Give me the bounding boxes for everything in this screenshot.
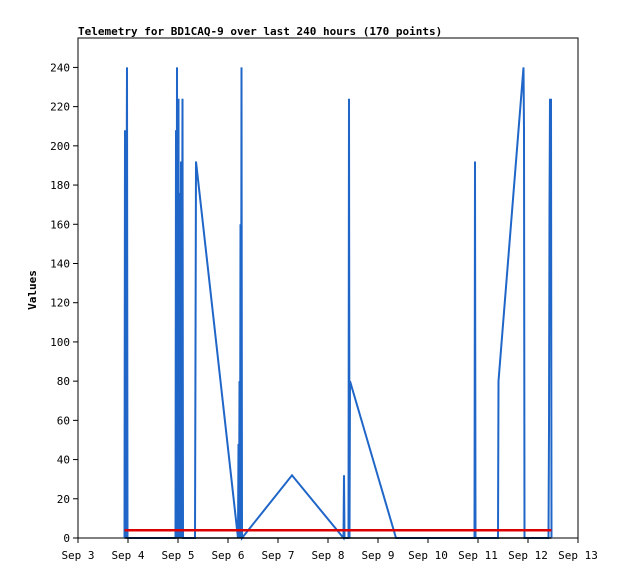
y-tick-label: 20 bbox=[57, 493, 70, 506]
y-tick-label: 200 bbox=[50, 140, 70, 153]
x-tick-label: Sep 7 bbox=[261, 549, 294, 562]
y-tick-label: 160 bbox=[50, 218, 70, 231]
y-tick-label: 80 bbox=[57, 375, 70, 388]
y-tick-label: 240 bbox=[50, 61, 70, 74]
x-axis: Sep 3 Sep 4 Sep 5 Sep 6 Sep 7 Sep 8 Sep 9 Sep 1… bbox=[61, 538, 598, 562]
x-tick-label: Sep 3 bbox=[61, 549, 94, 562]
x-tick-label: Sep 11 bbox=[458, 549, 498, 562]
plot-frame bbox=[77, 37, 579, 539]
x-tick-label: Sep 12 bbox=[508, 549, 548, 562]
x-tick-label: Sep 6 bbox=[211, 549, 244, 562]
y-tick-label: 120 bbox=[50, 297, 70, 310]
chart-title: Telemetry for BD1CAQ-9 over last 240 hou… bbox=[78, 25, 442, 38]
y-tick-label: 60 bbox=[57, 414, 70, 427]
y-tick-label: 0 bbox=[63, 532, 70, 545]
series-line-telemetry bbox=[123, 67, 553, 541]
y-axis-label: Values bbox=[26, 270, 39, 310]
y-tick-label: 220 bbox=[50, 101, 70, 114]
y-tick-label: 100 bbox=[50, 336, 70, 349]
y-axis: 0 20 40 60 80 100 120 140 160 180 200 220 240 bbox=[50, 61, 78, 545]
x-tick-label: Sep 4 bbox=[111, 549, 144, 562]
x-tick-label: Sep 5 bbox=[161, 549, 194, 562]
x-tick-label: Sep 10 bbox=[408, 549, 448, 562]
x-tick-label: Sep 8 bbox=[311, 549, 344, 562]
y-tick-label: 140 bbox=[50, 257, 70, 270]
series-layer bbox=[123, 67, 553, 541]
x-tick-label: Sep 9 bbox=[361, 549, 394, 562]
y-tick-label: 180 bbox=[50, 179, 70, 192]
x-tick-label: Sep 13 bbox=[558, 549, 598, 562]
y-tick-label: 40 bbox=[57, 454, 70, 467]
